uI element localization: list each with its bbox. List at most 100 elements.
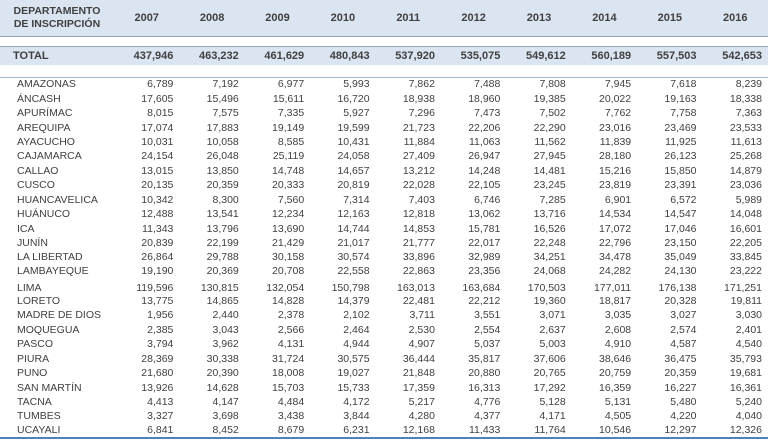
- value-cell: 15,216: [571, 163, 638, 179]
- value-cell: 22,206: [440, 120, 507, 135]
- value-cell: 12,168: [375, 423, 441, 440]
- value-cell: 14,879: [702, 163, 768, 179]
- value-cell: 11,764: [506, 423, 572, 440]
- value-cell: 18,938: [375, 91, 441, 106]
- total-section: TOTAL 437,946 463,232 461,629 480,843 53…: [0, 36, 768, 77]
- year-column-header: 2016: [702, 0, 768, 37]
- value-cell: 12,326: [702, 423, 768, 440]
- value-cell: 18,817: [571, 293, 638, 309]
- total-row: TOTAL 437,946 463,232 461,629 480,843 53…: [0, 45, 768, 65]
- value-cell: 4,172: [310, 394, 376, 410]
- value-cell: 32,989: [440, 250, 507, 265]
- table-row: CALLAO 13,015 13,850 14,748 14,657 13,212 14,…: [0, 163, 768, 179]
- value-cell: 14,657: [310, 163, 376, 179]
- department-name: AYACUCHO: [0, 134, 114, 150]
- value-cell: 27,409: [375, 149, 441, 164]
- value-cell: 24,282: [571, 264, 638, 280]
- value-cell: 20,708: [244, 264, 311, 280]
- department-name: ICA: [0, 221, 114, 236]
- value-cell: 12,488: [114, 206, 180, 222]
- value-cell: 7,314: [310, 192, 376, 207]
- value-cell: 21,723: [375, 120, 441, 135]
- value-cell: 23,016: [571, 120, 638, 135]
- value-cell: 36,475: [637, 351, 703, 366]
- department-name: TUMBES: [0, 409, 114, 424]
- department-name: PIURA: [0, 351, 114, 366]
- value-cell: 2,566: [244, 322, 311, 337]
- value-cell: 6,841: [114, 423, 180, 440]
- department-column-header: DEPARTAMENTO DE INSCRIPCIÓN: [0, 0, 114, 37]
- table-row: HUÁNUCO 12,488 13,541 12,234 12,163 12,818 13…: [0, 206, 768, 222]
- value-cell: 15,611: [244, 91, 311, 106]
- value-cell: 177,011: [571, 279, 638, 294]
- table-row: TUMBES 3,327 3,698 3,438 3,844 4,280 4,377 4,1…: [0, 409, 768, 424]
- value-cell: 6,231: [310, 423, 376, 440]
- table-row: UCAYALI 6,841 8,452 8,679 6,231 12,168 11,433…: [0, 423, 768, 440]
- department-name: TACNA: [0, 394, 114, 410]
- value-cell: 30,338: [179, 351, 245, 366]
- value-cell: 11,839: [571, 134, 638, 150]
- value-cell: 14,853: [375, 221, 441, 236]
- value-cell: 2,102: [310, 308, 376, 323]
- value-cell: 19,385: [506, 91, 572, 106]
- value-cell: 4,910: [571, 337, 638, 352]
- value-cell: 17,292: [506, 380, 572, 395]
- value-cell: 5,131: [571, 394, 638, 410]
- value-cell: 23,391: [637, 178, 703, 193]
- value-cell: 22,248: [506, 235, 572, 251]
- value-cell: 15,850: [637, 163, 703, 179]
- value-cell: 21,017: [310, 235, 376, 251]
- department-name: MOQUEGUA: [0, 322, 114, 337]
- value-cell: 19,360: [506, 293, 572, 309]
- value-cell: 21,680: [114, 365, 180, 381]
- value-cell: 8,300: [179, 192, 245, 207]
- value-cell: 16,601: [702, 221, 768, 236]
- value-cell: 11,613: [702, 134, 768, 150]
- value-cell: 14,481: [506, 163, 572, 179]
- value-cell: 10,546: [571, 423, 638, 440]
- value-cell: 16,313: [440, 380, 507, 395]
- value-cell: 13,015: [114, 163, 180, 179]
- value-cell: 7,285: [506, 192, 572, 207]
- value-cell: 2,401: [702, 322, 768, 337]
- value-cell: 14,534: [571, 206, 638, 222]
- value-cell: 12,163: [310, 206, 376, 222]
- value-cell: 26,123: [637, 149, 703, 164]
- value-cell: 36,444: [375, 351, 441, 366]
- value-cell: 4,131: [244, 337, 311, 352]
- value-cell: 35,793: [702, 351, 768, 366]
- table-row: PIURA 28,369 30,338 31,724 30,575 36,444 35,8…: [0, 351, 768, 366]
- value-cell: 24,154: [114, 149, 180, 164]
- value-cell: 20,759: [571, 365, 638, 381]
- department-name: JUNÍN: [0, 235, 114, 251]
- value-cell: 17,046: [637, 221, 703, 236]
- value-cell: 27,945: [506, 149, 572, 164]
- value-cell: 38,646: [571, 351, 638, 366]
- value-cell: 13,062: [440, 206, 507, 222]
- value-cell: 14,248: [440, 163, 507, 179]
- spacer-row: [0, 65, 768, 77]
- value-cell: 5,989: [702, 192, 768, 207]
- value-cell: 22,558: [310, 264, 376, 280]
- value-cell: 23,245: [506, 178, 572, 193]
- value-cell: 3,027: [637, 308, 703, 323]
- total-value-cell: 549,612: [506, 45, 572, 65]
- value-cell: 5,240: [702, 394, 768, 410]
- value-cell: 16,227: [637, 380, 703, 395]
- value-cell: 13,926: [114, 380, 180, 395]
- value-cell: 14,828: [244, 293, 311, 309]
- value-cell: 6,746: [440, 192, 507, 207]
- year-column-header: 2014: [571, 0, 638, 37]
- value-cell: 30,158: [244, 250, 311, 265]
- value-cell: 170,503: [506, 279, 572, 294]
- table-row: LORETO 13,775 14,865 14,828 14,379 22,481 22,…: [0, 293, 768, 309]
- value-cell: 7,945: [571, 76, 638, 92]
- value-cell: 7,296: [375, 105, 441, 121]
- table-row: CUSCO 20,135 20,359 20,333 20,819 22,028 22,1…: [0, 178, 768, 193]
- department-name: LA LIBERTAD: [0, 250, 114, 265]
- value-cell: 2,608: [571, 322, 638, 337]
- value-cell: 3,035: [571, 308, 638, 323]
- value-cell: 13,775: [114, 293, 180, 309]
- value-cell: 16,526: [506, 221, 572, 236]
